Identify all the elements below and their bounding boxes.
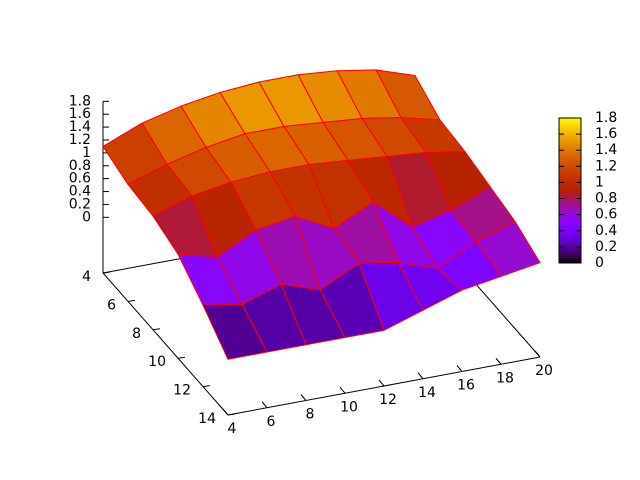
colorbar-tick-label: 0.2 [595,239,617,255]
colorbar-tick-label: 1 [595,174,604,190]
colorbar [558,117,582,264]
colorbar-tick-label: 0.8 [595,191,617,207]
x-tick-label: 8 [306,407,315,423]
colorbar-tick-label: 1.6 [595,126,617,142]
x-tick-label: 6 [267,414,276,430]
x-tick-label: 20 [535,363,553,379]
x-tick-label: 10 [340,399,358,415]
z-tick-label: 0 [82,209,91,225]
x-tick [222,408,229,416]
y-tick [177,356,186,359]
z-tick-label: 0.4 [69,184,91,200]
z-tick-label: 0.6 [69,171,91,187]
y-tick [127,299,136,302]
y-tick-label: 10 [148,354,166,370]
x-tick [300,394,307,401]
z-tick-label: 0.2 [69,196,91,212]
z-tick-label: 1.4 [69,119,91,135]
x-tick-label: 16 [457,378,475,394]
base-edge [102,272,229,416]
x-tick [339,386,346,394]
z-tick-label: 0.8 [69,158,91,174]
y-tick [102,271,111,274]
x-tick-label: 14 [418,385,436,401]
x-tick [378,379,385,387]
x-tick [495,357,502,365]
y-tick-label: 8 [132,326,141,342]
y-tick [152,328,161,331]
colorbar-tick-label: 1.4 [595,142,617,158]
colorbar-tick-label: 1.2 [595,158,617,174]
y-tick-label: 14 [198,411,216,427]
x-tick [261,401,268,409]
y-tick [202,385,211,388]
y-tick-label: 4 [82,269,91,285]
y-tick-label: 6 [107,297,116,313]
x-tick-label: 12 [379,392,397,408]
colorbar-tick-label: 0 [595,255,604,271]
colorbar-tick-label: 0.4 [595,223,617,239]
x-tick [534,350,541,358]
surface-quad [202,303,268,360]
y-tick [227,413,236,416]
x-tick [456,365,463,372]
y-tick-label: 12 [173,383,191,399]
colorbar-tick-label: 0.6 [595,207,617,223]
colorbar-tick-label: 1.8 [595,110,617,126]
z-tick-label: 1 [82,145,91,161]
z-tick-label: 1.6 [69,106,91,122]
x-tick-label: 18 [496,370,514,386]
z-tick-label: 1.8 [69,93,91,109]
z-tick-label: 1.2 [69,132,91,148]
x-tick [417,372,424,380]
x-tick-label: 4 [228,421,237,437]
